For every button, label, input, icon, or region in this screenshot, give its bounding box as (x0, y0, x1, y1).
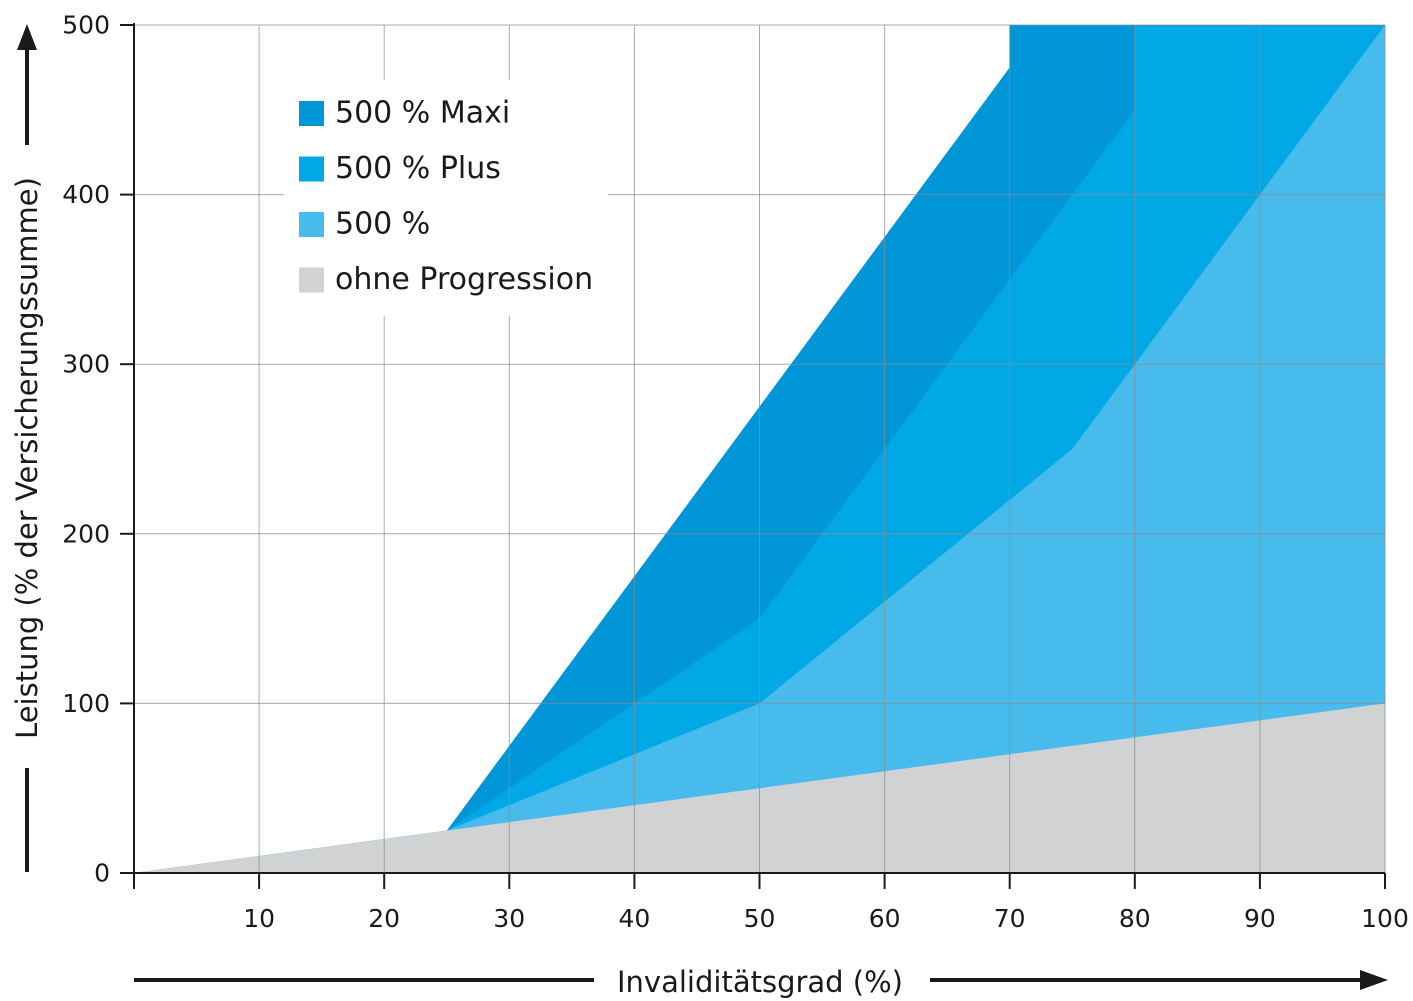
y-tick-label: 300 (62, 350, 110, 379)
x-tick-label: 100 (1361, 904, 1409, 933)
x-tick-label: 30 (493, 904, 525, 933)
y-tick-label: 200 (62, 519, 110, 548)
y-tick-label: 0 (94, 859, 110, 888)
legend-swatch (299, 212, 324, 237)
x-tick-label: 70 (994, 904, 1026, 933)
x-tick-label: 90 (1244, 904, 1276, 933)
legend-label: ohne Progression (335, 262, 593, 297)
legend-swatch (299, 267, 324, 293)
legend-swatch (299, 156, 324, 182)
legend-label: 500 % Maxi (335, 96, 510, 131)
y-axis-title: Leistung (% der Versicherungssumme) (10, 177, 44, 739)
y-tick-label: 100 (62, 689, 110, 718)
area-series-3 (134, 25, 1385, 873)
x-tick-label: 80 (1119, 904, 1151, 933)
x-tick-label: 50 (744, 904, 776, 933)
x-tick-label: 20 (368, 904, 400, 933)
legend: 500 % Maxi 500 % Plus 500 % ohne Progressio… (284, 80, 608, 316)
y-tick-label: 400 (62, 180, 110, 209)
x-axis-title: Invaliditätsgrad (%) (617, 965, 903, 999)
y-tick-label: 500 (62, 11, 110, 40)
y-axis-arrow-head (17, 24, 37, 50)
legend-background (284, 80, 608, 316)
legend-label: 500 % Plus (335, 151, 501, 186)
x-axis-title-group: Invaliditätsgrad (%) (134, 965, 1388, 999)
y-axis-title-group: Leistung (% der Versicherungssumme) (10, 24, 44, 872)
x-axis-arrow-head (1360, 970, 1388, 990)
x-tick-label: 60 (869, 904, 901, 933)
legend-label: 500 % (335, 207, 430, 242)
x-tick-label: 40 (618, 904, 650, 933)
x-tick-label: 10 (243, 904, 275, 933)
legend-swatch (299, 101, 324, 126)
axes-layer: 0 100 200 300 400 500 10 20 30 40 50 60 70 80 90 100 (62, 11, 1409, 934)
